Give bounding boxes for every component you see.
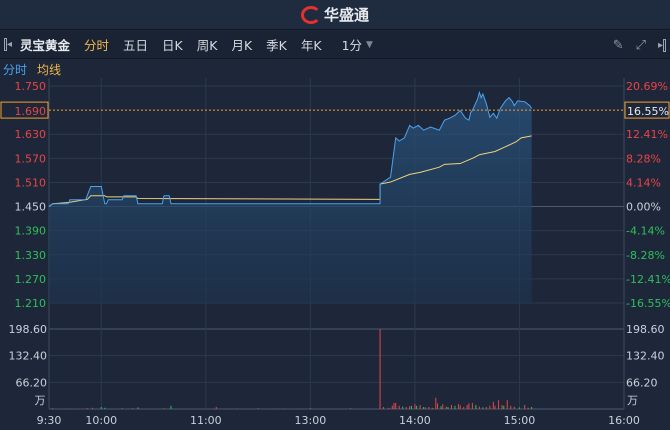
expand-right-icon[interactable]: ▸ (658, 38, 668, 52)
volume-tick-label-right: 132.40 (626, 350, 665, 363)
brand-name: 华盛通 (323, 6, 369, 24)
pct-tick-label: 20.69% (626, 80, 668, 93)
pct-tick-label: -8.28% (626, 249, 665, 262)
time-tick-label: 11:00 (190, 414, 222, 427)
chart-legend: 分时 均线 (0, 60, 61, 78)
time-tick-label: 10:00 (85, 414, 117, 427)
brand-logo: 华盛通 (300, 4, 369, 25)
pct-tick-label: -12.41% (626, 273, 670, 286)
title-bar: 华盛通 (0, 0, 670, 30)
volume-tick-label: 66.20 (16, 376, 48, 389)
tab-five-day[interactable]: 五日 (123, 38, 149, 53)
tab-daily-k[interactable]: 日K (162, 38, 183, 53)
time-tick-label: 16:00 (608, 414, 640, 427)
price-tick-label: 1.390 (15, 225, 47, 238)
price-tick-label: 1.570 (15, 152, 47, 165)
price-tick-label: 1.750 (15, 80, 47, 93)
toolbar: ◂ 灵宝黄金 分时 五日 日K 周K 月K 季K 年K 1分 ▼ ✎ ⤢ ▸ (0, 31, 670, 59)
legend-price: 分时 (3, 62, 28, 77)
legend-average: 均线 (37, 62, 62, 77)
time-tick-label: 15:00 (504, 414, 536, 427)
stock-name: 灵宝黄金 (20, 38, 71, 53)
price-area-fill (49, 92, 532, 303)
pct-tick-label: 4.14% (626, 176, 661, 189)
chevron-down-icon[interactable]: ▼ (366, 39, 373, 50)
price-tick-label: 1.630 (15, 128, 47, 141)
collapse-left-icon[interactable]: ◂ (4, 38, 14, 52)
pct-tick-label: -4.14% (626, 225, 665, 238)
price-tick-label: 1.330 (15, 249, 47, 262)
volume-tick-label: 132.40 (9, 350, 48, 363)
time-tick-label: 9:30 (37, 414, 62, 427)
current-pct-box (624, 101, 670, 119)
pct-tick-label: 8.28% (626, 152, 661, 165)
current-pct-label: 16.55% (627, 105, 669, 118)
price-tick-label: 1.210 (15, 297, 47, 310)
volume-tick-label-right: 198.60 (626, 323, 665, 336)
tab-monthly-k[interactable]: 月K (231, 38, 253, 53)
price-line (48, 90, 533, 207)
current-price-label: 1.690 (15, 105, 47, 118)
interval-select[interactable]: 1分 (341, 38, 363, 53)
tab-timeshare[interactable]: 分时 (84, 38, 110, 53)
volume-tick-label: 198.60 (9, 323, 48, 336)
volume-unit-label: 万 (35, 394, 46, 407)
volume-unit-label-right: 万 (627, 394, 638, 407)
pct-tick-label: 12.41% (626, 128, 668, 141)
tab-weekly-k[interactable]: 周K (196, 38, 218, 53)
fullscreen-icon[interactable]: ⤢ (635, 37, 646, 53)
volume-tick-label-right: 66.20 (626, 376, 658, 389)
pencil-icon[interactable]: ✎ (612, 37, 624, 53)
average-line (48, 135, 532, 207)
price-tick-label: 1.270 (15, 273, 47, 286)
tab-quarterly-k[interactable]: 季K (266, 38, 287, 53)
time-tick-label: 14:00 (399, 414, 431, 427)
pct-tick-label: -16.55% (626, 297, 670, 310)
current-price-box (0, 101, 49, 119)
huashengtong-logo-icon (300, 5, 321, 24)
tab-yearly-k[interactable]: 年K (300, 38, 322, 53)
pct-tick-label: 0.00% (626, 201, 661, 214)
time-tick-label: 13:00 (295, 414, 327, 427)
price-tick-label: 1.450 (15, 201, 47, 214)
price-tick-label: 1.510 (15, 176, 47, 189)
